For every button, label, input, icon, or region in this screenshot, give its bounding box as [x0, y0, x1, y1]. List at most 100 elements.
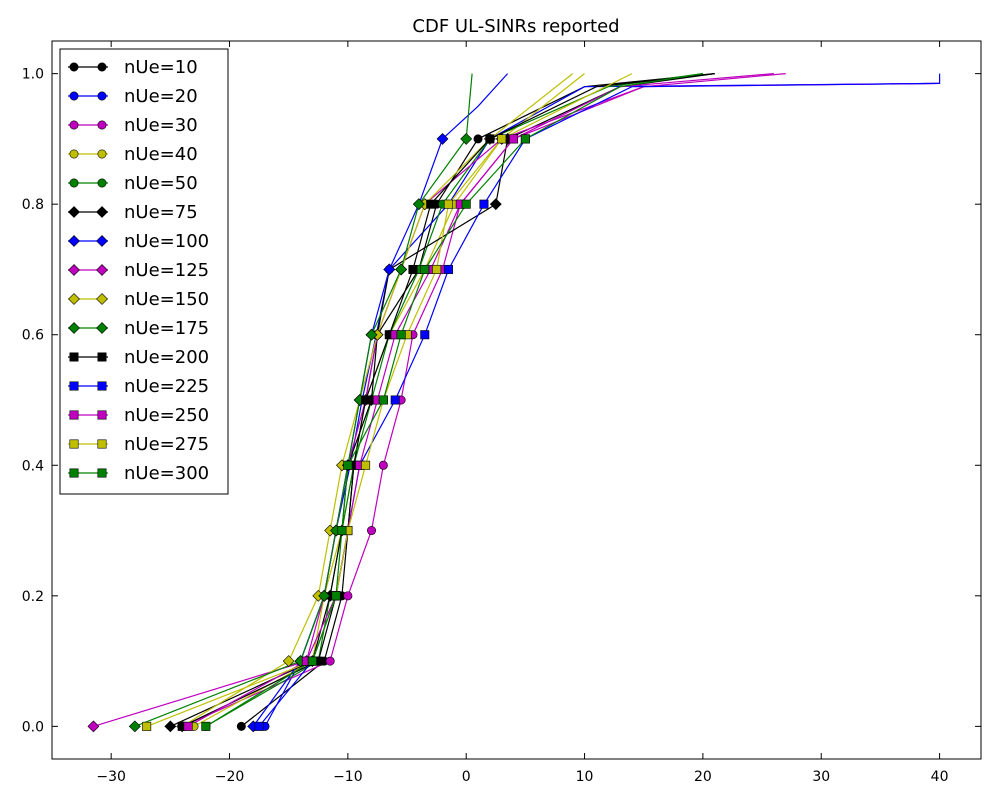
legend-marker — [96, 264, 108, 276]
data-point-marker — [318, 589, 331, 602]
legend-label: nUe=75 — [124, 202, 198, 223]
x-tick-label: 0 — [462, 769, 471, 785]
data-point-marker — [436, 132, 449, 145]
plot-frame — [51, 40, 982, 760]
data-point-marker — [489, 198, 502, 211]
y-tick-label: 0.8 — [22, 197, 44, 213]
legend-label: nUe=250 — [124, 405, 209, 426]
legend-label: nUe=10 — [124, 57, 198, 78]
plot-area — [87, 73, 941, 733]
legend-entry: nUe=30 — [68, 115, 198, 136]
series-line — [187, 73, 774, 727]
y-tick-label: 1.0 — [22, 67, 44, 83]
legend-marker — [96, 206, 108, 218]
data-point-marker — [497, 134, 507, 144]
data-point-marker — [164, 720, 177, 733]
data-point-marker — [87, 720, 100, 733]
legend-entry: nUe=225 — [68, 376, 209, 397]
series-nue-125 — [93, 73, 786, 727]
chart-title: CDF UL-SINRs reported — [412, 16, 619, 37]
legend-label: nUe=225 — [124, 376, 209, 397]
data-point-marker — [201, 721, 211, 731]
data-point-marker — [343, 460, 353, 470]
legend-entry: nUe=20 — [68, 86, 198, 107]
data-point-marker — [420, 330, 430, 340]
legend-label: nUe=20 — [124, 86, 198, 107]
data-point-marker — [443, 199, 453, 209]
legend-marker — [69, 381, 79, 391]
legend-entry: nUe=125 — [68, 260, 209, 281]
legend-marker — [97, 468, 107, 478]
data-point-marker — [509, 134, 519, 144]
legend-label: nUe=150 — [124, 289, 209, 310]
legend-marker — [68, 322, 80, 334]
legend-marker — [69, 410, 79, 420]
data-point-marker — [408, 264, 418, 274]
legend-entry: nUe=250 — [68, 405, 209, 426]
data-point-marker — [412, 198, 425, 211]
data-point-marker — [307, 656, 317, 666]
series-line — [181, 73, 715, 727]
legend-label: nUe=125 — [124, 260, 209, 281]
data-point-marker — [367, 526, 377, 536]
legend-marker — [96, 235, 108, 247]
legend-marker — [68, 264, 80, 276]
data-point-marker — [337, 526, 347, 536]
data-point-marker — [432, 264, 442, 274]
legend-marker — [69, 352, 79, 362]
series-nue-30 — [181, 82, 940, 727]
legend-marker — [97, 62, 107, 72]
legend-entry: nUe=275 — [68, 434, 209, 455]
legend-label: nUe=40 — [124, 144, 198, 165]
series-nue-50 — [205, 73, 703, 727]
data-point-marker — [325, 656, 335, 666]
y-tick-label: 0.4 — [22, 458, 44, 474]
series-line — [205, 73, 703, 727]
legend-marker — [97, 439, 107, 449]
data-point-marker — [378, 395, 388, 405]
data-point-marker — [142, 721, 152, 731]
legend-entry: nUe=150 — [68, 289, 209, 310]
legend-marker — [69, 120, 79, 130]
legend-label: nUe=200 — [124, 347, 209, 368]
legend-marker — [69, 468, 79, 478]
legend-marker — [97, 120, 107, 130]
data-point-marker — [128, 720, 141, 733]
data-point-marker — [383, 263, 396, 276]
data-point-marker — [282, 655, 295, 668]
data-point-marker — [520, 134, 530, 144]
series-line — [205, 73, 703, 727]
legend-marker — [97, 352, 107, 362]
x-tick-label: 30 — [812, 769, 830, 785]
legend-entry: nUe=50 — [68, 173, 198, 194]
x-tick-label: 40 — [931, 769, 949, 785]
x-tick-label: −10 — [333, 769, 363, 785]
legend-label: nUe=100 — [124, 231, 209, 252]
data-point-marker — [396, 330, 406, 340]
series-line — [181, 82, 940, 727]
series-nue-300 — [205, 73, 703, 727]
data-point-marker — [254, 721, 264, 731]
legend-marker — [68, 293, 80, 305]
data-point-marker — [420, 264, 430, 274]
series-line — [93, 73, 786, 727]
legend-label: nUe=275 — [124, 434, 209, 455]
data-point-marker — [426, 199, 436, 209]
legend-marker — [69, 91, 79, 101]
data-point-marker — [365, 328, 378, 341]
legend-marker — [97, 381, 107, 391]
legend-entry: nUe=75 — [68, 202, 198, 223]
legend-entry: nUe=100 — [68, 231, 209, 252]
legend-label: nUe=175 — [124, 318, 209, 339]
legend-marker — [69, 439, 79, 449]
data-point-marker — [236, 721, 246, 731]
legend-entry: nUe=200 — [68, 347, 209, 368]
x-tick-label: 10 — [576, 769, 594, 785]
legend-label: nUe=50 — [124, 173, 198, 194]
legend-marker — [96, 322, 108, 334]
legend-box — [59, 48, 229, 495]
legend-entry: nUe=10 — [68, 57, 198, 78]
legend-entry: nUe=40 — [68, 144, 198, 165]
data-point-marker — [183, 721, 193, 731]
